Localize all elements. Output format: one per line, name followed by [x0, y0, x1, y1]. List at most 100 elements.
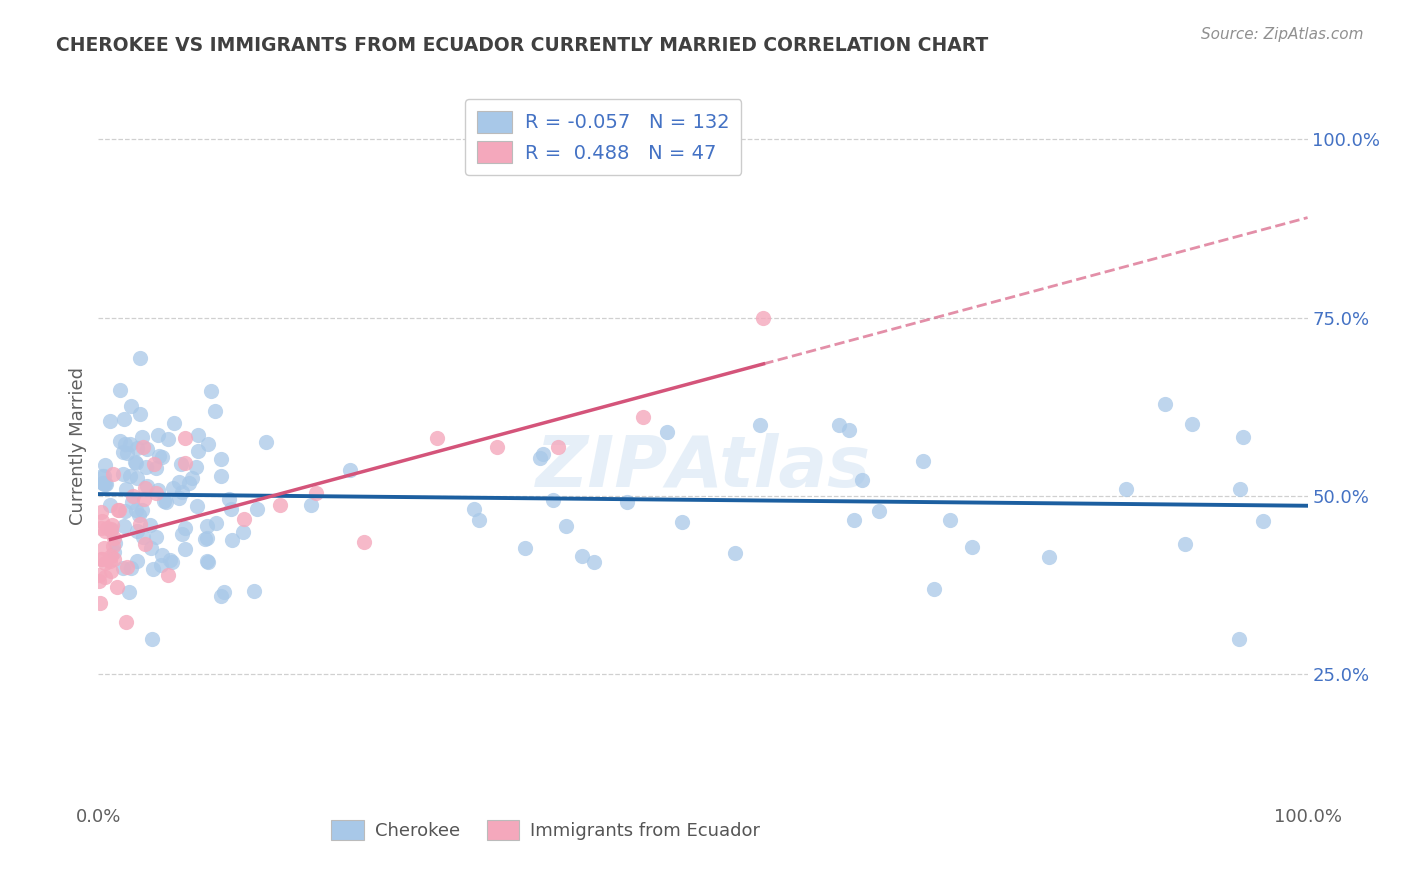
Point — [844, 513, 866, 527]
Point — [1174, 537, 1197, 551]
Point — [232, 512, 254, 526]
Point — [118, 437, 141, 451]
Point — [167, 491, 190, 506]
Point — [101, 539, 124, 553]
Point — [911, 454, 934, 468]
Point — [186, 459, 208, 474]
Point — [120, 400, 142, 414]
Point — [103, 551, 125, 566]
Point — [631, 410, 654, 425]
Point — [209, 468, 232, 483]
Point — [114, 503, 136, 517]
Point — [125, 503, 148, 517]
Point — [155, 495, 177, 509]
Point — [146, 483, 169, 497]
Point — [112, 519, 135, 533]
Point — [90, 521, 112, 535]
Point — [752, 310, 775, 325]
Point — [90, 505, 112, 519]
Point — [1115, 482, 1137, 496]
Point — [104, 535, 127, 549]
Point — [93, 469, 115, 483]
Point — [118, 585, 141, 599]
Point — [94, 524, 117, 538]
Point — [163, 416, 186, 430]
Point — [177, 475, 200, 490]
Point — [145, 461, 167, 475]
Point — [195, 519, 218, 533]
Point — [139, 518, 162, 533]
Point — [142, 457, 165, 471]
Point — [153, 493, 176, 508]
Point — [94, 477, 117, 491]
Point — [98, 553, 121, 567]
Point — [142, 562, 165, 576]
Point — [531, 447, 554, 461]
Point — [91, 551, 114, 566]
Point — [173, 431, 195, 445]
Point — [655, 425, 678, 439]
Point — [339, 463, 361, 477]
Point — [128, 408, 150, 422]
Point — [98, 498, 121, 512]
Point — [156, 432, 179, 446]
Point — [94, 458, 117, 473]
Point — [194, 532, 217, 546]
Point — [131, 430, 153, 444]
Point — [529, 450, 551, 465]
Point — [838, 423, 860, 437]
Point — [131, 440, 153, 454]
Point — [868, 503, 890, 517]
Point — [141, 632, 163, 646]
Point — [91, 515, 114, 529]
Point — [93, 475, 115, 490]
Point — [89, 596, 111, 610]
Point — [128, 351, 150, 365]
Point — [1232, 430, 1254, 444]
Point — [467, 513, 489, 527]
Point — [145, 485, 167, 500]
Point — [204, 403, 226, 417]
Point — [723, 546, 745, 560]
Point — [571, 549, 593, 563]
Point — [186, 499, 208, 513]
Point — [939, 512, 962, 526]
Point — [146, 427, 169, 442]
Point — [148, 449, 170, 463]
Point — [125, 456, 148, 470]
Point — [212, 585, 235, 599]
Point — [748, 418, 770, 433]
Point — [114, 437, 136, 451]
Point — [1038, 549, 1060, 564]
Point — [486, 440, 509, 454]
Point — [209, 589, 232, 603]
Point — [93, 477, 115, 491]
Point — [426, 431, 449, 445]
Point — [103, 531, 125, 545]
Y-axis label: Currently Married: Currently Married — [69, 367, 87, 525]
Point — [125, 441, 148, 455]
Point — [100, 564, 122, 578]
Point — [93, 541, 115, 556]
Point — [87, 574, 110, 588]
Point — [112, 412, 135, 426]
Point — [94, 570, 117, 584]
Point — [90, 552, 112, 566]
Point — [135, 459, 157, 474]
Point — [159, 552, 181, 566]
Point — [127, 554, 149, 568]
Point — [828, 417, 851, 432]
Point — [131, 503, 153, 517]
Point — [156, 568, 179, 582]
Point — [515, 541, 537, 555]
Point — [582, 555, 605, 569]
Point — [129, 517, 152, 532]
Point — [173, 521, 195, 535]
Point — [112, 445, 135, 459]
Point — [243, 583, 266, 598]
Text: CHEROKEE VS IMMIGRANTS FROM ECUADOR CURRENTLY MARRIED CORRELATION CHART: CHEROKEE VS IMMIGRANTS FROM ECUADOR CURR… — [56, 36, 988, 54]
Point — [120, 468, 142, 483]
Point — [200, 384, 222, 398]
Point — [132, 529, 155, 543]
Point — [93, 476, 115, 491]
